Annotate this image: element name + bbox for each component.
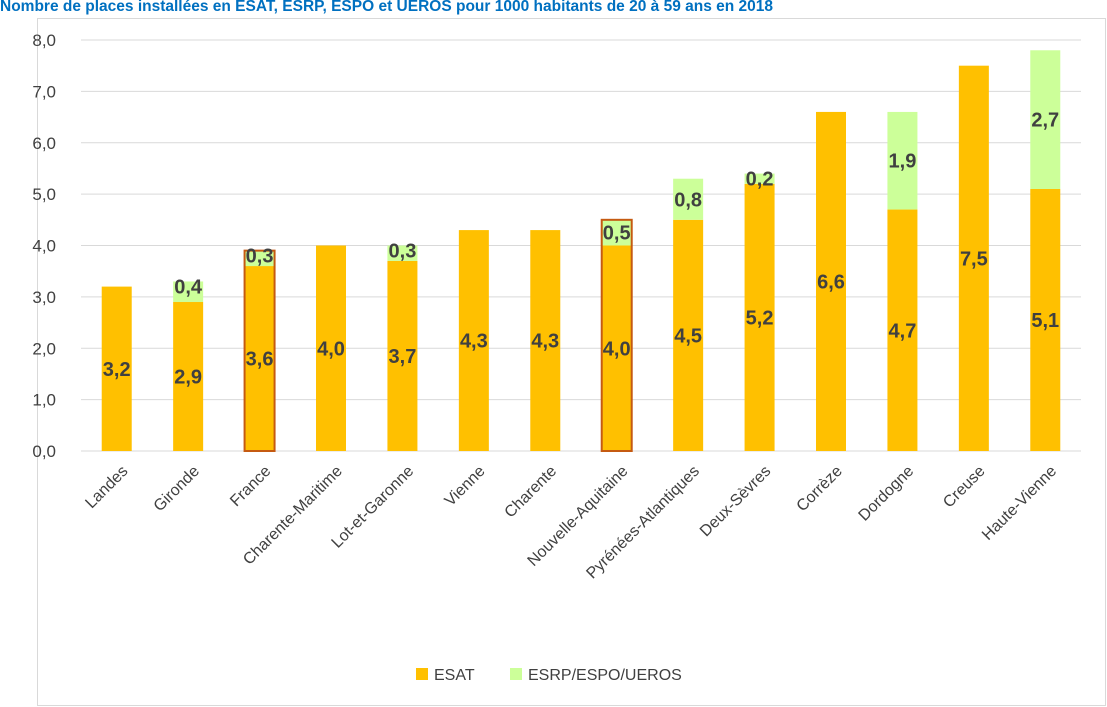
bar-esat xyxy=(316,245,346,451)
bar-esat xyxy=(958,65,989,451)
data-label-esat: 2,9 xyxy=(174,367,202,389)
y-tick-label: 5,0 xyxy=(32,185,56,204)
bar-esrp xyxy=(601,219,632,246)
bar-esrp xyxy=(744,173,775,184)
data-label-esat: 4,3 xyxy=(531,331,559,353)
data-label-esat: 4,5 xyxy=(674,325,702,347)
data-label-esat: 3,7 xyxy=(389,346,417,368)
bar-esat xyxy=(244,266,275,451)
data-label-esat: 4,7 xyxy=(889,320,917,342)
y-tick-label: 7,0 xyxy=(32,82,56,101)
bar-esat xyxy=(387,260,418,451)
legend-swatch-esat xyxy=(416,668,428,680)
data-label-esrp: 2,7 xyxy=(1031,110,1059,132)
bar-esat xyxy=(887,209,918,451)
data-label-esat: 5,1 xyxy=(1031,310,1059,332)
bar-highlight-outline xyxy=(243,249,276,452)
y-tick-label: 6,0 xyxy=(32,134,56,153)
bar-esrp xyxy=(887,111,918,210)
data-label-esrp: 0,3 xyxy=(246,246,274,268)
data-label-esrp: 0,2 xyxy=(746,169,774,191)
y-tick-label: 1,0 xyxy=(32,391,56,410)
data-label-esat: 4,0 xyxy=(317,338,345,360)
data-label-esat: 3,6 xyxy=(246,349,274,371)
data-label-esat: 5,2 xyxy=(746,307,774,329)
y-tick-label: 4,0 xyxy=(32,237,56,256)
bar-esrp xyxy=(244,250,275,267)
data-label-esrp: 0,4 xyxy=(174,276,203,298)
bar-esat xyxy=(744,183,775,451)
x-tick-label: Landes xyxy=(82,463,131,512)
data-label-esrp: 0,5 xyxy=(603,223,631,245)
legend-swatch-esrp xyxy=(510,668,522,680)
chart-frame xyxy=(37,18,1106,706)
x-tick-label: Charente xyxy=(502,463,561,522)
data-labels: 3,2 2,9 0,4 3,6 0,3 4,0 3,7 0,3 4,3 4,3 4,0 0,5 4,5 0… xyxy=(103,110,1059,389)
data-label-esrp: 1,9 xyxy=(889,151,917,173)
bar-esat xyxy=(530,230,561,451)
data-label-esat: 7,5 xyxy=(960,248,988,270)
chart-title-text: Nombre de places installées en ESAT, ESR… xyxy=(0,0,774,15)
legend: ESAT ESRP/ESPO/UEROS xyxy=(416,667,682,684)
y-tick-label: 3,0 xyxy=(32,288,56,307)
x-tick-label: Corrèze xyxy=(794,463,846,515)
data-label-esat: 6,6 xyxy=(817,271,845,293)
gridlines xyxy=(81,39,1081,452)
x-tick-label: Gironde xyxy=(151,463,203,515)
legend-label-esrp: ESRP/ESPO/UEROS xyxy=(528,667,682,684)
x-axis: Landes Gironde FranceCharente-MaritimeLot-… xyxy=(82,463,1060,583)
x-tick-label: Deux-Sèvres xyxy=(697,463,774,540)
y-tick-label: 8,0 xyxy=(32,31,56,50)
bar-esrp xyxy=(1030,50,1061,189)
y-tick-label: 2,0 xyxy=(32,339,56,358)
data-label-esat: 4,3 xyxy=(460,331,488,353)
bar-esat xyxy=(601,245,632,451)
bar-esat xyxy=(816,111,846,452)
x-tick-label: Creuse xyxy=(940,463,989,512)
data-label-esrp: 0,8 xyxy=(674,189,702,211)
bar-esat xyxy=(458,230,489,451)
y-tick-label: 0,0 xyxy=(32,442,56,461)
bar-esat xyxy=(101,286,132,451)
bar-esrp xyxy=(173,281,204,303)
bar-highlight-outline xyxy=(600,218,633,452)
x-tick-label: Dordogne xyxy=(856,463,918,525)
data-label-esat: 3,2 xyxy=(103,359,131,381)
bar-esrp xyxy=(673,178,704,220)
bar-esat xyxy=(1030,188,1061,452)
data-label-esat: 4,0 xyxy=(603,338,631,360)
x-tick-label: Haute-Vienne xyxy=(979,463,1060,544)
x-tick-label: France xyxy=(227,463,274,510)
bars xyxy=(101,50,1061,452)
bar-esat xyxy=(173,302,204,451)
legend-label-esat: ESAT xyxy=(434,667,475,684)
y-axis: 0,0 1,0 2,0 3,0 4,0 5,0 6,0 7,0 8,0 xyxy=(32,31,56,461)
bar-esat xyxy=(673,219,704,451)
x-tick-label: Vienne xyxy=(442,463,489,510)
bar-esrp xyxy=(387,245,418,261)
data-label-esrp: 0,3 xyxy=(389,241,417,263)
chart-title: Nombre de places installées en ESAT, ESR… xyxy=(0,0,1107,20)
